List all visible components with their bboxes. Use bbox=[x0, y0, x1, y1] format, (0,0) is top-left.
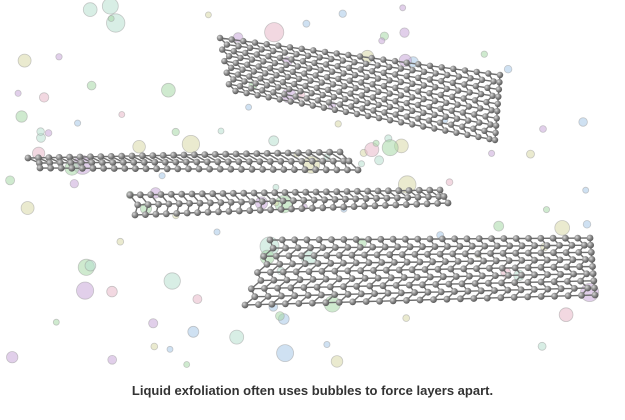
bubble bbox=[52, 318, 60, 326]
graphene-sheets-layer bbox=[24, 34, 599, 309]
bubble bbox=[158, 172, 166, 180]
bubble bbox=[107, 15, 115, 22]
bubble bbox=[554, 220, 570, 236]
bubble bbox=[302, 19, 311, 28]
bubble bbox=[116, 237, 125, 246]
bubble bbox=[106, 285, 118, 298]
bubble bbox=[399, 4, 407, 12]
bubble bbox=[76, 281, 95, 300]
graphene-sheet-middle-upper bbox=[24, 148, 362, 174]
graphene-sheet-top bbox=[216, 34, 504, 144]
bubble bbox=[132, 139, 146, 154]
figure-caption: Liquid exfoliation often uses bubbles to… bbox=[131, 383, 494, 398]
bubble bbox=[20, 201, 35, 215]
bubble bbox=[374, 155, 385, 166]
bubble bbox=[38, 92, 50, 103]
bubble bbox=[582, 186, 590, 194]
bubble bbox=[399, 27, 410, 38]
bubble bbox=[44, 129, 53, 137]
bubble bbox=[107, 354, 117, 365]
bubble bbox=[245, 103, 253, 111]
bubble bbox=[17, 53, 32, 68]
bubble bbox=[323, 340, 331, 348]
bubble bbox=[74, 119, 82, 127]
bubble bbox=[275, 311, 285, 321]
bubble bbox=[378, 37, 386, 45]
bubble bbox=[372, 139, 380, 147]
bubble bbox=[192, 294, 203, 305]
bubble bbox=[6, 351, 19, 364]
bubble bbox=[86, 80, 97, 91]
bubble bbox=[217, 127, 225, 135]
bubble bbox=[161, 82, 176, 98]
bubble bbox=[171, 127, 180, 137]
bubble bbox=[150, 342, 159, 351]
bubble bbox=[480, 50, 488, 58]
bubble bbox=[163, 272, 181, 290]
bubble bbox=[101, 0, 119, 15]
graphene-sheet-middle-lower bbox=[126, 186, 452, 219]
bubble bbox=[539, 125, 547, 133]
bubble bbox=[69, 179, 79, 189]
graphene-exfoliation-illustration bbox=[5, 0, 600, 368]
bubble bbox=[5, 175, 16, 186]
bubble bbox=[276, 344, 295, 363]
bubble bbox=[381, 139, 399, 157]
bubble bbox=[537, 341, 547, 351]
graphene-sheet-bottom bbox=[241, 234, 599, 309]
bubble bbox=[578, 117, 588, 127]
bubble bbox=[183, 361, 191, 368]
bubble bbox=[55, 53, 63, 61]
bubble bbox=[558, 307, 574, 323]
bubble bbox=[264, 22, 285, 43]
bubble bbox=[445, 178, 454, 187]
bubble bbox=[338, 9, 347, 18]
bubble bbox=[84, 259, 97, 272]
bubble bbox=[14, 89, 22, 97]
bubble bbox=[36, 127, 45, 136]
bubble bbox=[204, 11, 212, 19]
bubble bbox=[526, 149, 535, 159]
bubble bbox=[402, 314, 411, 322]
bubble bbox=[166, 345, 174, 353]
bubble bbox=[272, 183, 280, 191]
bubble bbox=[181, 135, 200, 154]
bubble bbox=[187, 325, 200, 338]
bubble bbox=[488, 149, 496, 157]
bubble bbox=[493, 220, 505, 232]
bubble bbox=[148, 318, 159, 329]
bubble bbox=[229, 329, 245, 345]
bubble bbox=[543, 206, 551, 214]
bubble bbox=[82, 2, 98, 17]
bubble bbox=[268, 135, 280, 147]
bubble bbox=[213, 228, 221, 236]
bubble bbox=[330, 355, 344, 368]
bubble bbox=[503, 64, 513, 74]
bubble bbox=[334, 120, 342, 128]
bubble bbox=[582, 220, 592, 229]
bubble bbox=[15, 110, 28, 123]
bubble bbox=[118, 111, 126, 118]
bubble bbox=[357, 160, 365, 168]
